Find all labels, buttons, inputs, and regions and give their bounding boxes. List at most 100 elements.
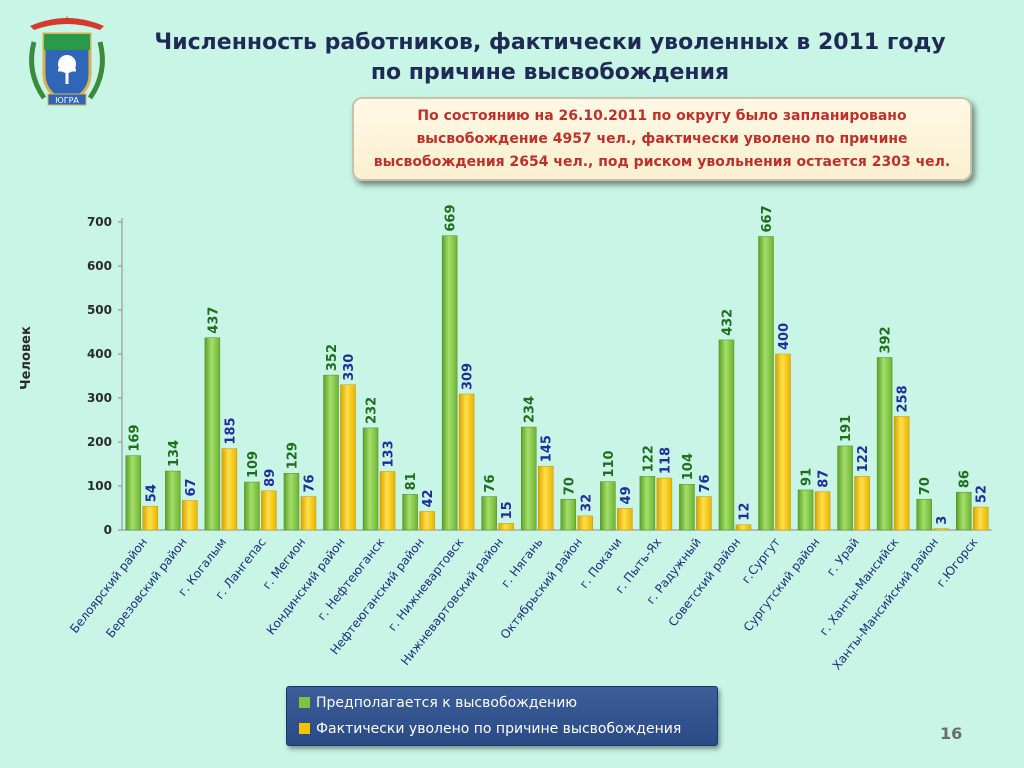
x-tick-label: г.Югорск [934, 535, 981, 589]
legend-swatch-planned [299, 697, 310, 708]
y-axis-title: Человек [19, 326, 34, 390]
info-line-3: высвобождения 2654 чел., под риском увол… [373, 154, 951, 170]
bar-dismissed [537, 465, 554, 531]
data-label-dismissed: 400 [777, 323, 792, 350]
data-label-dismissed: 54 [144, 484, 159, 502]
bar-dismissed [340, 384, 356, 531]
data-label-dismissed: 76 [302, 474, 317, 492]
data-label-planned: 81 [404, 472, 419, 490]
data-label-planned: 352 [325, 344, 340, 371]
data-label-dismissed: 76 [698, 474, 713, 492]
data-label-planned: 667 [760, 205, 775, 232]
bar-dismissed [379, 471, 396, 531]
bar-dismissed [419, 511, 435, 531]
bar-planned [797, 489, 814, 531]
data-label-dismissed: 87 [817, 470, 832, 488]
data-label-planned: 191 [839, 415, 854, 442]
data-label-dismissed: 145 [540, 435, 555, 462]
legend-swatch-dismissed [299, 723, 310, 734]
bar-dismissed [972, 506, 989, 531]
bar-planned [718, 339, 735, 531]
data-label-dismissed: 3 [935, 516, 950, 525]
x-tick-label: Советский район [666, 535, 744, 629]
data-label-dismissed: 67 [184, 478, 199, 496]
bar-dismissed [814, 491, 831, 531]
bar-dismissed [617, 508, 633, 531]
data-label-planned: 122 [641, 445, 656, 472]
page-title: Численность работников, фактически уволе… [140, 28, 960, 88]
bar-dismissed [933, 528, 949, 531]
data-label-planned: 70 [562, 477, 577, 495]
bar-planned [204, 337, 221, 531]
bar-dismissed [577, 515, 594, 531]
data-label-dismissed: 12 [737, 503, 752, 521]
data-label-dismissed: 133 [382, 440, 397, 467]
bar-planned [679, 483, 695, 531]
data-label-planned: 234 [523, 396, 538, 423]
bar-planned [560, 498, 577, 531]
data-label-dismissed: 122 [856, 445, 871, 472]
title-line-1: Численность работников, фактически уволе… [154, 30, 946, 55]
bar-chart: 0 100 200 300 400 500 600 700 Человек 169 54 Белояр… [19, 204, 992, 672]
bar-planned [402, 494, 418, 531]
y-tick-label: 600 [87, 259, 112, 273]
data-label-planned: 129 [285, 442, 300, 469]
data-label-dismissed: 49 [619, 486, 634, 504]
bar-dismissed [221, 448, 238, 531]
y-tick-label: 400 [87, 347, 112, 361]
bar-planned [362, 427, 379, 531]
y-tick-label: 100 [87, 479, 112, 493]
legend-item-planned: Предполагается к высвобождению [299, 693, 577, 713]
x-tick-label: Октябрьский район [498, 535, 586, 642]
data-label-dismissed: 42 [421, 489, 436, 507]
bar-dismissed [656, 477, 673, 531]
data-label-dismissed: 15 [500, 501, 515, 519]
info-line-2: высвобождение 4957 чел., фактически увол… [416, 131, 908, 147]
info-box: По состоянию на 26.10.2011 по округу был… [352, 97, 972, 181]
emblem-text: ЮГРА [55, 96, 79, 105]
bar-planned [758, 236, 774, 531]
y-tick-label: 700 [87, 215, 112, 229]
data-label-planned: 432 [720, 309, 735, 336]
bar-dismissed [458, 393, 475, 531]
bar-dismissed [300, 496, 317, 531]
bar-planned [125, 455, 142, 531]
bar-planned [244, 481, 260, 531]
bar-dismissed [182, 500, 198, 531]
chart-legend: Предполагается к высвобождению Фактическ… [286, 686, 718, 746]
bar-dismissed [498, 523, 514, 531]
data-label-planned: 104 [681, 453, 696, 480]
data-label-planned: 169 [127, 424, 142, 451]
y-tick-label: 300 [87, 391, 112, 405]
bar-planned [520, 426, 537, 531]
data-label-dismissed: 118 [658, 447, 673, 474]
data-label-planned: 669 [444, 204, 459, 231]
data-label-planned: 86 [958, 470, 973, 488]
data-label-planned: 392 [879, 326, 894, 353]
bar-planned [876, 357, 893, 531]
legend-label-dismissed: Фактически уволено по причине высвобожде… [316, 721, 682, 737]
data-label-dismissed: 309 [461, 363, 476, 390]
x-tick-label: Сургутский район [741, 535, 823, 634]
bar-planned [600, 481, 616, 531]
data-label-dismissed: 330 [342, 354, 357, 381]
bar-planned [955, 491, 972, 531]
bar-dismissed [261, 490, 277, 531]
data-label-planned: 437 [206, 307, 221, 334]
data-label-dismissed: 52 [975, 485, 990, 503]
bar-planned [165, 470, 181, 531]
x-tick-label: г.Сургут [739, 535, 783, 586]
data-label-dismissed: 89 [263, 469, 278, 487]
y-tick-label: 200 [87, 435, 112, 449]
bar-planned [441, 235, 458, 531]
x-tick-label: г. Урай [824, 535, 862, 578]
bar-planned [837, 445, 853, 531]
page-number: 16 [940, 724, 963, 743]
data-label-planned: 109 [246, 451, 261, 478]
data-label-planned: 76 [483, 474, 498, 492]
data-label-planned: 91 [800, 468, 815, 486]
data-label-dismissed: 32 [579, 494, 594, 512]
bar-planned [481, 496, 497, 531]
bar-planned [916, 498, 932, 531]
bar-planned [323, 374, 339, 531]
